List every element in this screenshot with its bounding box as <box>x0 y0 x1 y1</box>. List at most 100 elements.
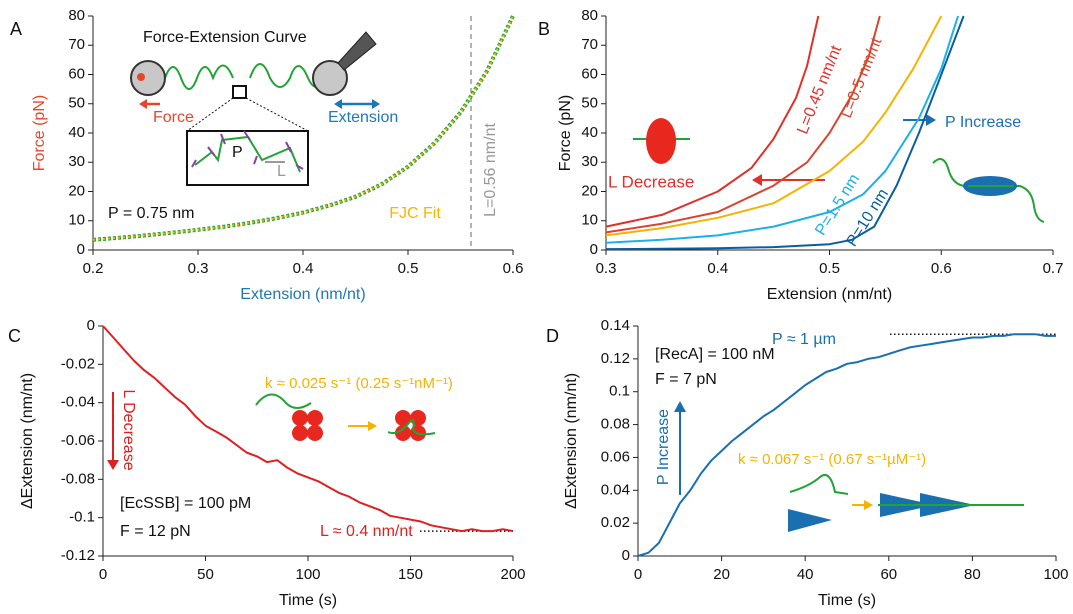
y-tick-label: 20 <box>581 182 598 199</box>
schematic-b <box>633 114 1045 223</box>
annotation: k ≈ 0.025 s⁻¹ (0.25 s⁻¹nM⁻¹) <box>265 375 453 392</box>
y-tick-label: 80 <box>581 7 598 24</box>
x-tick-label: 50 <box>197 566 214 583</box>
panel-letter: D <box>546 326 559 346</box>
y-tick-label: 0 <box>590 241 598 258</box>
y-tick-label: 0.14 <box>601 317 630 334</box>
x-tick-label: 20 <box>713 566 730 583</box>
x-tick-label: 80 <box>964 566 981 583</box>
reference-label: L=0.56 nm/nt <box>482 123 499 217</box>
data-line <box>605 15 959 244</box>
y-tick-label: 10 <box>68 212 85 229</box>
annotation: P = 0.75 nm <box>108 205 194 222</box>
annotation: P Increase <box>945 114 1021 131</box>
x-tick-label: 150 <box>398 566 423 583</box>
x-tick-label: 0 <box>634 566 642 583</box>
panel-letter: A <box>10 19 22 39</box>
annotation: P ≈ 1 µm <box>772 331 836 348</box>
data-line <box>605 15 965 251</box>
y-tick-label: 70 <box>581 36 598 53</box>
schematic-c <box>107 392 436 470</box>
series-label: L=0.45 nm/nt <box>794 43 845 137</box>
schematic-d <box>674 401 1024 532</box>
y-axis-label: Force (pN) <box>557 95 574 171</box>
y-tick-label: 0.06 <box>601 448 630 465</box>
y-tick-label: -0.06 <box>61 432 95 449</box>
annotation: L ≈ 0.4 nm/nt <box>320 523 413 540</box>
x-tick-label: 40 <box>797 566 814 583</box>
annotation: L Decrease <box>120 389 137 470</box>
y-tick-label: -0.12 <box>61 547 95 564</box>
y-tick-label: -0.02 <box>61 355 95 372</box>
y-tick-label: 20 <box>68 182 85 199</box>
x-tick-label: 0.7 <box>1043 260 1064 277</box>
x-axis-label: Extension (nm/nt) <box>767 286 892 303</box>
x-axis-label: Time (s) <box>279 592 337 609</box>
y-tick-label: 40 <box>68 124 85 141</box>
x-tick-label: 200 <box>500 566 525 583</box>
y-tick-label: 40 <box>581 124 598 141</box>
data-line <box>605 15 820 228</box>
y-axis-label: Force (pN) <box>31 95 48 171</box>
annotation: L Decrease <box>608 172 694 191</box>
y-tick-label: -0.1 <box>69 509 95 526</box>
data-line <box>102 325 514 533</box>
x-tick-label: 100 <box>295 566 320 583</box>
y-tick-label: -0.04 <box>61 394 95 411</box>
panel-letter: C <box>8 326 21 346</box>
y-axis-label: ΔExtension (nm/nt) <box>19 373 36 509</box>
y-tick-label: 50 <box>68 95 85 112</box>
y-tick-label: 0 <box>77 241 85 258</box>
y-tick-label: 50 <box>581 95 598 112</box>
y-tick-label: 30 <box>581 153 598 170</box>
x-tick-label: 0.6 <box>931 260 952 277</box>
annotation: L <box>277 163 286 180</box>
x-tick-label: 0.2 <box>83 260 104 277</box>
y-tick-label: 0 <box>87 317 95 334</box>
y-tick-label: 0.04 <box>601 481 630 498</box>
y-tick-label: 0.1 <box>609 383 630 400</box>
data-line <box>605 15 943 237</box>
y-tick-label: 0.02 <box>601 514 630 531</box>
data-line <box>92 15 514 241</box>
y-tick-label: 0 <box>622 547 630 564</box>
annotation: F = 12 pN <box>120 523 191 540</box>
annotation: Extension <box>328 109 398 126</box>
y-tick-label: 60 <box>581 65 598 82</box>
x-axis-label: Time (s) <box>818 592 876 609</box>
x-axis-label: Extension (nm/nt) <box>240 286 365 303</box>
x-tick-label: 0 <box>99 566 107 583</box>
x-tick-label: 60 <box>880 566 897 583</box>
x-tick-label: 0.6 <box>503 260 524 277</box>
annotation: Force <box>153 109 194 126</box>
y-tick-label: 80 <box>68 7 85 24</box>
schematic-a <box>130 31 380 186</box>
annotation: [EcSSB] = 100 pM <box>120 495 251 512</box>
y-axis-label: ΔExtension (nm/nt) <box>563 373 580 509</box>
data-line <box>605 15 881 234</box>
annotation: [RecA] = 100 nM <box>655 346 775 363</box>
annotation: k ≈ 0.067 s⁻¹ (0.67 s⁻¹µM⁻¹) <box>738 451 926 468</box>
annotation: F = 7 pN <box>655 371 717 388</box>
annotation: P <box>232 144 243 161</box>
y-tick-label: -0.08 <box>61 470 95 487</box>
x-tick-label: 0.3 <box>596 260 617 277</box>
annotation: Force-Extension Curve <box>143 29 307 46</box>
x-tick-label: 0.3 <box>188 260 209 277</box>
y-tick-label: 10 <box>581 212 598 229</box>
y-tick-label: 0.12 <box>601 350 630 367</box>
y-tick-label: 0.08 <box>601 416 630 433</box>
panel-letter: B <box>538 19 550 39</box>
x-tick-label: 0.4 <box>293 260 314 277</box>
y-tick-label: 60 <box>68 65 85 82</box>
y-tick-label: 30 <box>68 153 85 170</box>
x-tick-label: 0.5 <box>398 260 419 277</box>
series-label: FJC Fit <box>389 205 441 222</box>
data-line <box>637 333 1056 557</box>
x-tick-label: 0.4 <box>707 260 728 277</box>
x-tick-label: 0.5 <box>819 260 840 277</box>
annotation: P Increase <box>655 409 672 485</box>
y-tick-label: 70 <box>68 36 85 53</box>
x-tick-label: 100 <box>1043 566 1068 583</box>
